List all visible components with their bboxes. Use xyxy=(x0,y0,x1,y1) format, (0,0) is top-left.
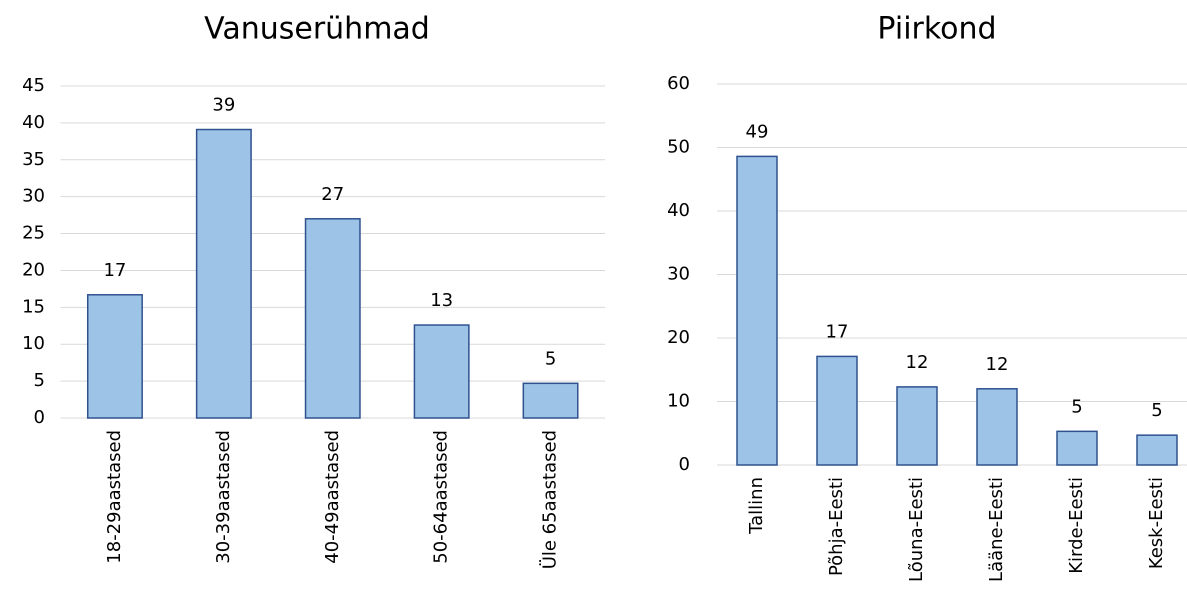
bar xyxy=(413,324,470,419)
x-tick-label: 18-29aastased xyxy=(104,430,125,564)
x-tick-label: 30-39aastased xyxy=(213,430,234,564)
y-tick-label: 0 xyxy=(34,407,45,428)
data-label: 27 xyxy=(321,184,344,205)
x-tick-label: Põhja-Eesti xyxy=(826,477,847,576)
y-tick-label: 5 xyxy=(34,370,45,391)
bar xyxy=(976,388,1018,466)
data-label: 39 xyxy=(212,95,235,116)
y-tick-label: 10 xyxy=(22,333,45,354)
data-label: 49 xyxy=(746,121,769,142)
bar xyxy=(86,294,143,419)
y-tick-label: 60 xyxy=(667,73,690,94)
data-label: 17 xyxy=(103,260,126,281)
y-tick-label: 40 xyxy=(667,200,690,221)
y-tick-label: 30 xyxy=(22,186,45,207)
y-tick-label: 15 xyxy=(22,296,45,317)
y-tick-label: 40 xyxy=(22,112,45,133)
y-tick-label: 35 xyxy=(22,149,45,170)
data-label: 12 xyxy=(906,352,929,373)
bar xyxy=(816,355,858,466)
y-tick-label: 20 xyxy=(22,259,45,280)
bar xyxy=(1136,434,1178,466)
x-tick-label: Kesk-Eesti xyxy=(1146,477,1167,569)
y-tick-label: 45 xyxy=(22,75,45,96)
x-tick-label: Tallinn xyxy=(746,477,767,535)
y-tick-label: 10 xyxy=(667,391,690,412)
x-tick-label: 50-64aastased xyxy=(431,430,452,564)
bar xyxy=(304,218,361,419)
x-tick-label: Üle 65aastased xyxy=(539,430,561,569)
bar xyxy=(736,155,778,466)
y-tick-label: 0 xyxy=(679,454,690,475)
x-tick-label: Kirde-Eesti xyxy=(1066,477,1087,574)
bar xyxy=(195,128,252,419)
data-label: 5 xyxy=(545,348,556,369)
y-tick-label: 25 xyxy=(22,223,45,244)
data-label: 12 xyxy=(986,354,1009,375)
y-tick-label: 50 xyxy=(667,137,690,158)
bar xyxy=(522,382,579,419)
bar xyxy=(1056,430,1098,466)
data-label: 5 xyxy=(1151,400,1162,421)
data-label: 13 xyxy=(430,290,453,311)
data-label: 5 xyxy=(1071,396,1082,417)
x-tick-label: Lõuna-Eesti xyxy=(906,477,927,582)
data-label: 17 xyxy=(826,321,849,342)
y-tick-label: 20 xyxy=(667,327,690,348)
x-tick-label: 40-49aastased xyxy=(322,430,343,564)
y-tick-label: 30 xyxy=(667,264,690,285)
chart-title: Vanuserühmad xyxy=(204,12,430,47)
x-tick-label: Lääne-Eesti xyxy=(986,477,1007,582)
chart-title: Piirkond xyxy=(877,12,996,47)
bar xyxy=(896,386,938,466)
